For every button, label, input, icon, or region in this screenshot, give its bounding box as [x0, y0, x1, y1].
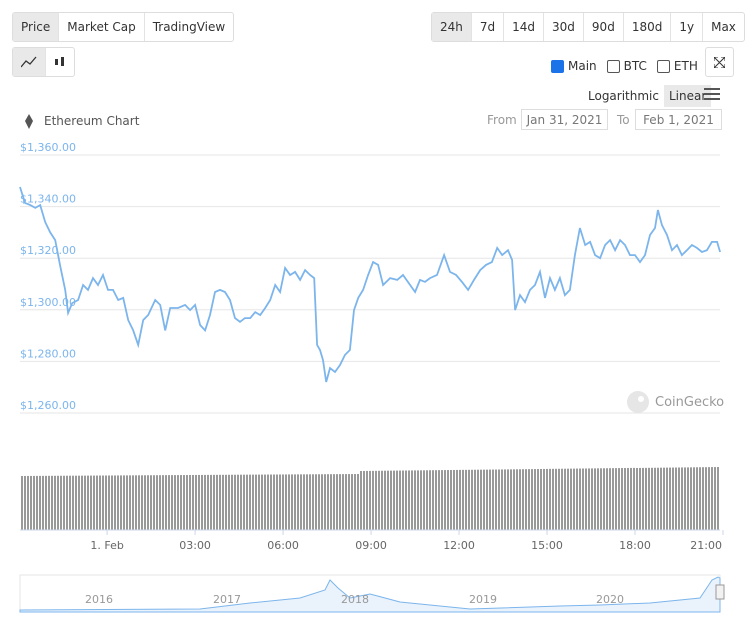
- x-tick-label: 18:00: [619, 539, 651, 552]
- scale-group: Logarithmic Linear: [583, 85, 712, 107]
- to-date[interactable]: Feb 1, 2021: [635, 109, 722, 130]
- navigator-label: 2020: [596, 593, 624, 606]
- x-tick-label: 21:00: [690, 539, 722, 552]
- eth-icon: [25, 114, 33, 129]
- legend-item[interactable]: ETH: [656, 59, 698, 73]
- x-tick-label: 1. Feb: [90, 539, 123, 552]
- legend-label: ETH: [673, 59, 698, 73]
- menu-button[interactable]: [704, 87, 720, 101]
- from-label: From: [487, 113, 517, 127]
- navigator-label: 2019: [469, 593, 497, 606]
- checkbox[interactable]: [551, 59, 564, 73]
- scale-button[interactable]: Logarithmic: [588, 89, 659, 103]
- x-tick-label: 15:00: [531, 539, 563, 552]
- checkbox[interactable]: [656, 59, 670, 73]
- tab[interactable]: Market Cap: [59, 13, 145, 41]
- navigator-label: 2017: [213, 593, 241, 606]
- candle-chart-button[interactable]: [46, 48, 74, 76]
- fullscreen-button[interactable]: [705, 47, 734, 77]
- line-chart-button[interactable]: [13, 48, 46, 76]
- legend: Main BTC ETH: [551, 59, 698, 73]
- watermark: CoinGecko: [655, 395, 724, 410]
- x-tick-label: 03:00: [179, 539, 211, 552]
- navigator-label: 2016: [85, 593, 113, 606]
- legend-label: Main: [568, 59, 597, 73]
- tab[interactable]: TradingView: [152, 20, 226, 34]
- range-group: 24h 7d 14d 30d 90d 180d 1y Max: [431, 12, 745, 42]
- range-button[interactable]: 1y: [671, 13, 704, 41]
- chart-type-group: [12, 47, 75, 77]
- range-button[interactable]: 30d: [544, 13, 584, 41]
- legend-item[interactable]: Main: [551, 59, 597, 73]
- tab[interactable]: Price: [13, 13, 60, 41]
- chart-title: Ethereum Chart: [44, 114, 140, 128]
- legend-label: BTC: [623, 59, 647, 73]
- volume-bars: [20, 467, 720, 530]
- legend-item[interactable]: BTC: [606, 59, 647, 73]
- range-button[interactable]: 180d: [624, 13, 672, 41]
- navigator: [19, 574, 725, 613]
- range-button[interactable]: 24h: [432, 13, 472, 41]
- range-button[interactable]: 90d: [584, 13, 624, 41]
- y-tick-label: $1,340.00: [20, 193, 76, 206]
- range-button[interactable]: Max: [711, 20, 736, 34]
- price-line: [19, 186, 721, 383]
- checkbox[interactable]: [606, 59, 620, 73]
- x-tick-label: 06:00: [267, 539, 299, 552]
- from-date[interactable]: Jan 31, 2021: [521, 109, 608, 130]
- y-tick-label: $1,300.00: [20, 296, 76, 309]
- x-tick-label: 09:00: [355, 539, 387, 552]
- x-tick-label: 12:00: [443, 539, 475, 552]
- y-tick-label: $1,360.00: [20, 141, 76, 154]
- range-button[interactable]: 7d: [472, 13, 505, 41]
- coingecko-logo: [627, 391, 649, 413]
- tab-group: Price Market Cap TradingView: [12, 12, 235, 42]
- y-tick-label: $1,260.00: [20, 399, 76, 412]
- y-tick-label: $1,320.00: [20, 244, 76, 257]
- range-button[interactable]: 14d: [504, 13, 545, 41]
- navigator-label: 2018: [341, 593, 369, 606]
- scale-button[interactable]: Linear: [664, 85, 712, 107]
- to-label: To: [617, 113, 630, 127]
- y-tick-label: $1,280.00: [20, 347, 76, 360]
